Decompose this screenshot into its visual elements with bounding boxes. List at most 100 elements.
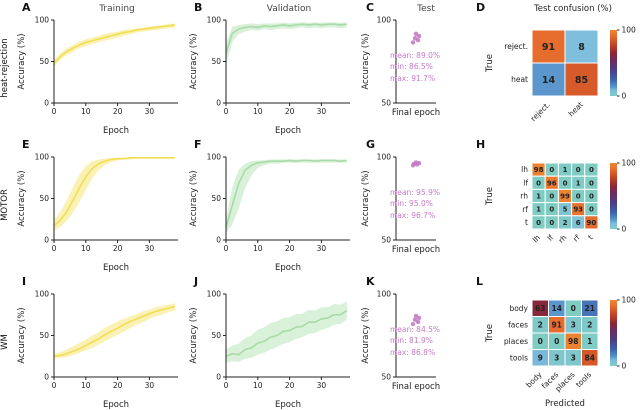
panel-k-test-wm: K 50 100 Final epoch Accuracy (%) mean: 84.…: [358, 274, 470, 410]
svg-text:True: True: [485, 54, 495, 73]
svg-text:50: 50: [211, 331, 221, 340]
svg-text:50: 50: [39, 194, 49, 203]
svg-text:2: 2: [563, 219, 568, 227]
svg-text:10: 10: [253, 244, 263, 253]
svg-text:0: 0: [52, 244, 57, 253]
svg-text:20: 20: [285, 107, 295, 116]
svg-text:50: 50: [39, 331, 49, 340]
svg-text:3: 3: [571, 320, 576, 329]
panel-i-training-wm: I 0 50 100 0 10 20 30 Epoch Accuracy (%): [14, 274, 186, 410]
panel-h-confusion-motor: H 98 0 1 0 0 lh 0 96 0 1 0 lf 1 0 99 0 0 rh 1 0 5 93 0 rf 0 0 2 6 90…: [470, 137, 640, 273]
svg-text:0: 0: [554, 337, 559, 346]
svg-text:10: 10: [253, 381, 263, 390]
svg-text:63: 63: [535, 304, 545, 313]
svg-text:0: 0: [576, 166, 581, 174]
svg-text:14: 14: [552, 304, 562, 313]
test-stats-heat: mean: 89.0% min: 86.5% max: 91.7%: [390, 50, 440, 84]
svg-text:reject.: reject.: [504, 42, 528, 51]
svg-text:0: 0: [549, 166, 554, 174]
svg-text:reject.: reject.: [529, 100, 552, 123]
svg-text:0: 0: [44, 236, 49, 245]
svg-text:lf: lf: [546, 233, 556, 243]
svg-text:rh: rh: [520, 192, 528, 201]
row-label-heat-rejection: heat-rejection: [0, 38, 10, 98]
svg-text:tools: tools: [510, 353, 528, 362]
svg-text:98: 98: [534, 166, 544, 174]
panel-letter-f: F: [194, 138, 202, 151]
svg-text:Accuracy (%): Accuracy (%): [189, 307, 199, 363]
svg-text:21: 21: [585, 304, 595, 313]
svg-text:2: 2: [587, 320, 592, 329]
svg-text:Predicted: Predicted: [545, 399, 585, 409]
stat-min: min: 95.0%: [390, 199, 433, 209]
svg-text:0: 0: [536, 179, 541, 187]
svg-text:30: 30: [317, 381, 327, 390]
chart-c-test-scatter: 50 100 Final epoch Accuracy (%): [361, 16, 440, 118]
svg-text:84: 84: [585, 353, 595, 362]
svg-text:0: 0: [224, 244, 229, 253]
svg-text:Accuracy (%): Accuracy (%): [189, 33, 199, 89]
svg-text:14: 14: [542, 75, 556, 86]
panel-c-test-heat: C Test 50 100 Final epoch Accuracy (%) mean…: [358, 0, 470, 136]
svg-text:rh: rh: [557, 233, 569, 245]
svg-text:30: 30: [317, 107, 327, 116]
svg-text:Epoch: Epoch: [275, 400, 301, 410]
chart-i-training-curve: 0 50 100 0 10 20 30 Epoch Accuracy (%): [17, 290, 178, 410]
panel-letter-h: H: [476, 138, 486, 151]
svg-text:93: 93: [573, 206, 583, 214]
svg-text:10: 10: [253, 107, 263, 116]
svg-text:3: 3: [571, 353, 576, 362]
test-stats-motor: mean: 95.9% min: 95.0% max: 96.7%: [390, 187, 440, 221]
svg-text:91: 91: [542, 42, 555, 53]
panel-d-confusion-heat: D Test confusion (%) 91 8 reject. 14 85 heat re…: [470, 0, 640, 136]
svg-text:1: 1: [536, 193, 541, 201]
svg-text:places: places: [504, 337, 528, 346]
svg-text:20: 20: [285, 381, 295, 390]
svg-text:rf: rf: [522, 205, 528, 214]
svg-text:20: 20: [113, 244, 123, 253]
svg-text:Accuracy (%): Accuracy (%): [17, 33, 27, 89]
svg-text:0: 0: [576, 193, 581, 201]
svg-text:50: 50: [381, 236, 391, 245]
svg-text:100: 100: [622, 159, 637, 168]
svg-text:Final epoch: Final epoch: [392, 382, 440, 392]
chart-a-training-curve: 0 50 100 0 10 20 30 Epoch Accuracy (%): [17, 16, 178, 136]
svg-text:100: 100: [207, 16, 222, 25]
svg-text:100: 100: [377, 153, 392, 162]
svg-text:0: 0: [224, 107, 229, 116]
panel-letter-j: J: [194, 275, 199, 288]
svg-text:0: 0: [549, 193, 554, 201]
svg-text:50: 50: [39, 57, 49, 66]
svg-text:30: 30: [145, 107, 155, 116]
svg-text:t: t: [586, 233, 594, 241]
svg-text:6: 6: [576, 219, 581, 227]
stat-min: min: 86.5%: [390, 62, 433, 72]
svg-text:rf: rf: [571, 233, 582, 244]
panel-letter-i: I: [22, 275, 27, 288]
svg-text:0: 0: [622, 225, 627, 234]
svg-text:0: 0: [622, 362, 627, 371]
svg-text:20: 20: [113, 381, 123, 390]
svg-text:100: 100: [207, 153, 222, 162]
svg-text:0: 0: [563, 179, 568, 187]
svg-text:0: 0: [216, 99, 221, 108]
panel-f-validation-motor: F 0 50 100 0 10 20 30 Epoch Accuracy (%): [186, 137, 358, 273]
svg-text:30: 30: [145, 244, 155, 253]
svg-text:20: 20: [113, 107, 123, 116]
chart-g-test-scatter: 50 100 Final epoch Accuracy (%): [361, 153, 440, 255]
stat-mean: mean: 84.5%: [390, 325, 441, 334]
svg-text:0: 0: [538, 337, 543, 346]
svg-text:1: 1: [563, 166, 568, 174]
panel-letter-g: G: [366, 138, 376, 151]
svg-text:10: 10: [81, 381, 91, 390]
svg-text:t: t: [525, 218, 528, 227]
svg-text:0: 0: [44, 99, 49, 108]
svg-text:50: 50: [381, 99, 391, 108]
svg-text:1: 1: [576, 179, 581, 187]
svg-text:Accuracy (%): Accuracy (%): [361, 170, 371, 226]
panel-letter-d: D: [476, 1, 486, 14]
svg-text:0: 0: [622, 92, 627, 101]
svg-text:100: 100: [35, 16, 50, 25]
panel-letter-c: C: [366, 1, 375, 14]
